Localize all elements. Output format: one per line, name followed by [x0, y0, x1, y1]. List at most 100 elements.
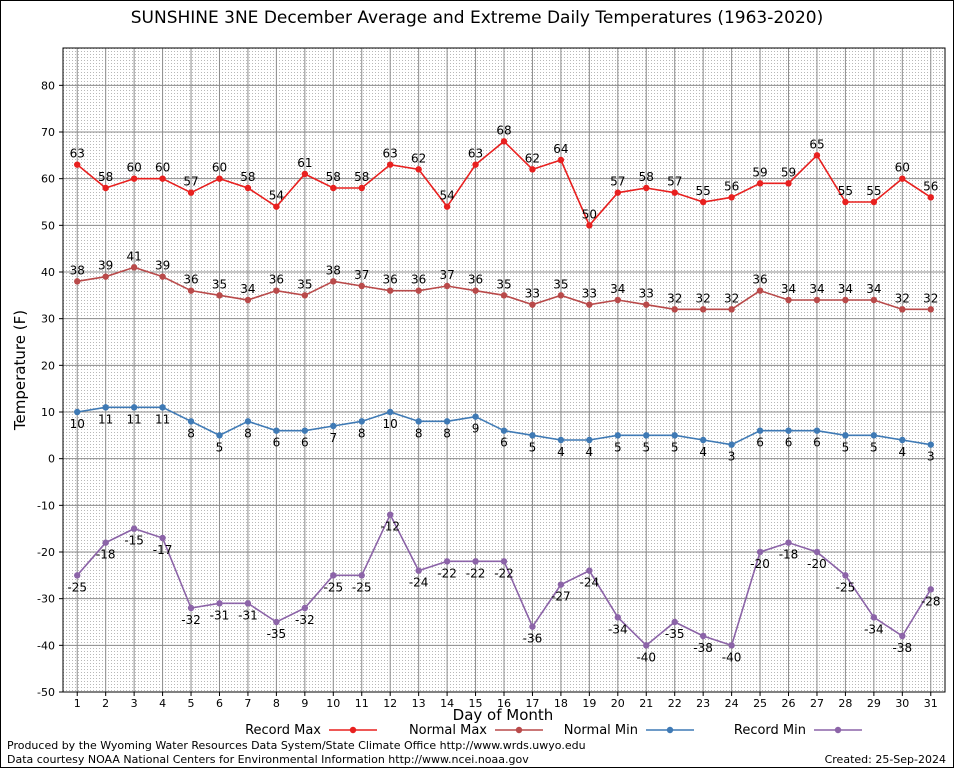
data-point — [728, 306, 735, 313]
data-label: 7 — [329, 431, 337, 445]
data-label: -12 — [380, 520, 400, 534]
data-point — [330, 572, 337, 579]
data-point — [614, 614, 622, 621]
x-tick-label: 16 — [497, 697, 511, 710]
x-tick-label: 13 — [412, 697, 426, 710]
data-label: 5 — [842, 440, 850, 454]
data-label: -15 — [124, 534, 144, 548]
data-label: 34 — [610, 282, 625, 296]
data-point — [586, 222, 593, 229]
data-label: 63 — [70, 147, 85, 161]
data-point — [529, 166, 536, 173]
data-point — [870, 198, 878, 206]
data-point — [273, 203, 280, 210]
x-tick-label: 3 — [131, 697, 138, 710]
data-label: 32 — [667, 291, 682, 305]
data-point — [813, 152, 821, 159]
data-point — [529, 301, 536, 308]
data-label: 11 — [126, 412, 141, 426]
data-point — [301, 427, 309, 434]
data-label: 8 — [358, 426, 366, 440]
data-point — [643, 642, 650, 649]
x-tick-label: 11 — [355, 697, 369, 710]
data-label: -34 — [864, 622, 884, 636]
data-point — [273, 287, 280, 294]
x-tick-label: 26 — [782, 697, 796, 710]
data-label: 6 — [301, 436, 309, 450]
x-tick-label: 19 — [582, 697, 596, 710]
data-point — [529, 432, 536, 439]
footer-created: Created: 25-Sep-2024 — [824, 753, 946, 766]
data-point — [756, 287, 764, 294]
data-label: 34 — [838, 282, 853, 296]
data-point — [557, 436, 565, 444]
data-point — [74, 278, 81, 285]
data-point — [927, 586, 934, 593]
data-point — [870, 432, 878, 439]
data-label: 64 — [553, 142, 568, 156]
data-label: 35 — [553, 277, 568, 291]
data-label: -20 — [807, 557, 827, 571]
data-point — [614, 432, 622, 439]
x-tick-label: 23 — [696, 697, 710, 710]
data-point — [443, 418, 451, 425]
data-label: 9 — [472, 422, 480, 436]
data-label: 59 — [752, 165, 767, 179]
x-tick-label: 18 — [554, 697, 568, 710]
data-point — [671, 618, 678, 626]
data-label: 5 — [529, 440, 537, 454]
data-point — [386, 287, 394, 294]
data-point — [785, 427, 792, 434]
data-label: -25 — [836, 580, 856, 594]
data-point — [927, 306, 934, 313]
data-label: 6 — [756, 436, 764, 450]
y-tick-label: 70 — [41, 126, 55, 139]
data-label: 57 — [610, 175, 625, 189]
chart-title: SUNSHINE 3NE December Average and Extrem… — [130, 8, 824, 28]
data-point — [813, 296, 821, 304]
x-tick-label: 17 — [525, 697, 539, 710]
data-point — [842, 432, 849, 439]
data-point — [785, 539, 792, 546]
data-label: -38 — [893, 641, 913, 655]
data-label: 35 — [297, 277, 312, 291]
data-point — [699, 306, 707, 313]
data-label: 5 — [614, 440, 622, 454]
data-point — [159, 273, 166, 280]
data-label: 41 — [126, 249, 141, 263]
data-label: 39 — [155, 259, 170, 273]
data-label: -27 — [551, 590, 571, 604]
data-point — [899, 175, 906, 182]
x-axis-label: Day of Month — [453, 706, 554, 724]
data-label: -31 — [238, 608, 258, 622]
data-point — [301, 604, 309, 612]
data-label: 37 — [439, 268, 454, 282]
data-label: -25 — [352, 580, 372, 594]
data-point — [216, 292, 223, 299]
data-point — [358, 282, 365, 290]
legend-label: Record Min — [734, 723, 806, 738]
data-label: 55 — [838, 184, 853, 198]
data-point — [671, 432, 678, 439]
data-point — [130, 175, 138, 182]
x-tick-label: 4 — [159, 697, 166, 710]
data-label: 5 — [870, 440, 878, 454]
data-point — [102, 273, 109, 280]
data-point — [415, 166, 422, 173]
data-point — [500, 427, 508, 434]
data-label: 57 — [183, 175, 198, 189]
y-axis-label: Temperature (F) — [11, 310, 29, 431]
data-label: 55 — [696, 184, 711, 198]
data-label: 63 — [383, 147, 398, 161]
data-point — [756, 548, 764, 556]
data-point — [273, 618, 280, 626]
x-tick-label: 7 — [244, 697, 251, 710]
data-point — [728, 441, 735, 448]
y-tick-label: 50 — [41, 219, 55, 232]
data-label: 5 — [642, 440, 650, 454]
x-tick-label: 14 — [440, 697, 454, 710]
data-label: 56 — [724, 179, 739, 193]
data-point — [472, 413, 479, 420]
data-point — [159, 534, 166, 542]
data-label: -22 — [437, 566, 457, 580]
